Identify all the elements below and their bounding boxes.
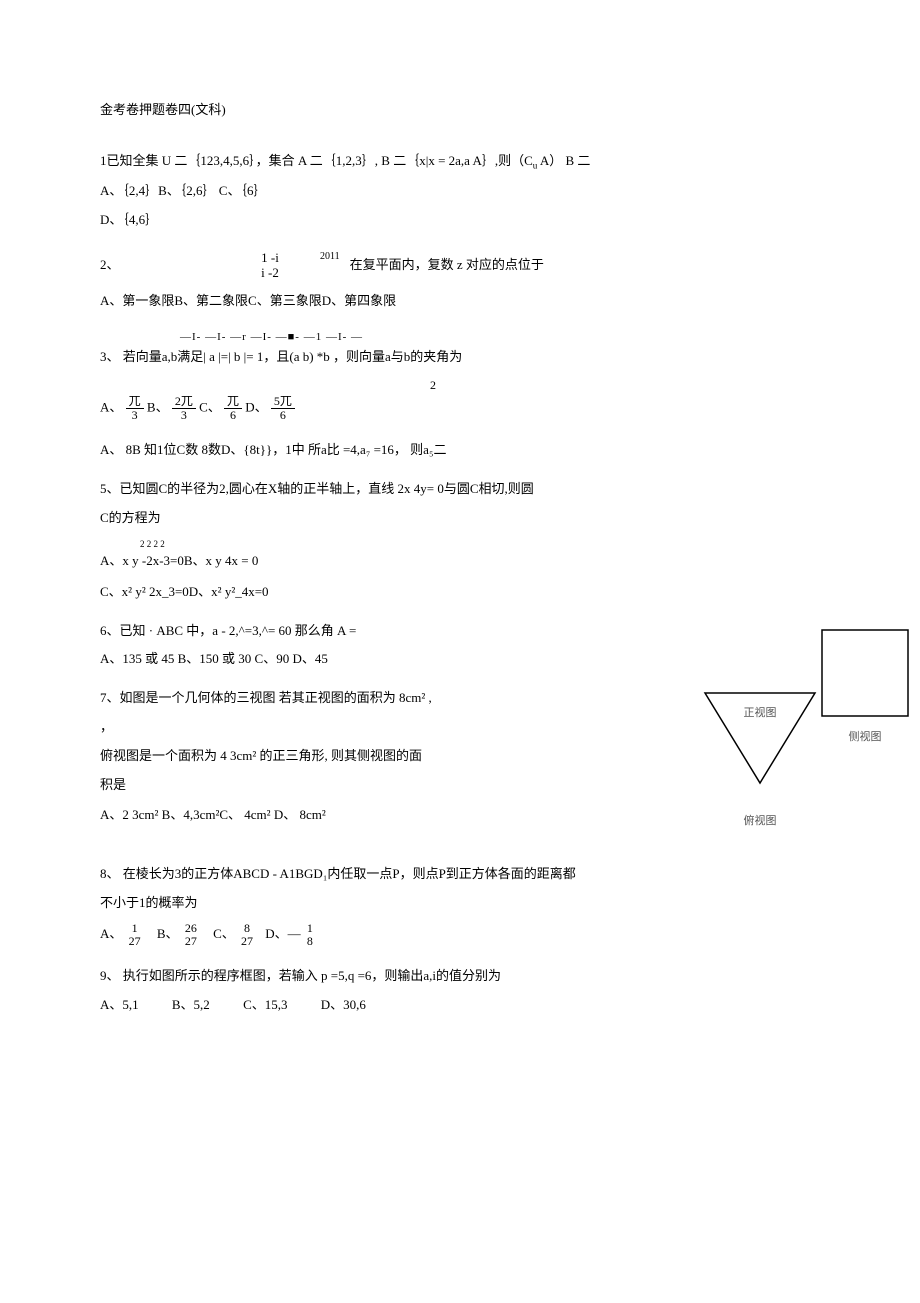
q2-frac: 1 -i i -2: [250, 251, 290, 280]
q3-stem-frac: 2: [430, 376, 820, 395]
question-1: 1已知全集 U 二｛123,4,5,6｝，集合 A 二｛1,2,3｝, B 二｛…: [100, 151, 820, 231]
q8-options: A、 127 B、 2627 C、 827 D、— 18: [100, 922, 820, 948]
q9-d: D、30,6: [321, 997, 366, 1012]
q8-f4d: 8: [304, 935, 316, 948]
q1-options-2: D、｛4,6｝: [100, 210, 820, 231]
q2-frac-top: 1 -i: [250, 251, 290, 265]
q7-text: 7、如图是一个几何体的三视图 若其正视图的面积为 8cm² , ， 俯视图是一个…: [100, 688, 680, 834]
q9-options: A、5,1 B、5,2 C、15,3 D、30,6: [100, 995, 820, 1016]
q2-prefix: 2、: [100, 255, 250, 276]
q3-f2n: 2兀: [172, 395, 196, 409]
q7-l3: 俯视图是一个面积为 4 3cm² 的正三角形, 则其侧视图的面: [100, 746, 680, 767]
q8-f2d: 27: [182, 935, 200, 948]
q8-stem-1: 8、 在棱长为3的正方体ABCD - A1BGD₁内任取一点P，则点P到正方体各…: [100, 864, 820, 885]
q7-l1: 7、如图是一个几何体的三视图 若其正视图的面积为 8cm² ,: [100, 688, 680, 709]
q8-b: B、: [157, 926, 179, 941]
q9-b: B、5,2: [172, 997, 210, 1012]
q5-exp-row: 2 2 2 2: [140, 537, 820, 551]
q3-f1d: 3: [126, 409, 144, 422]
q8-f1d: 27: [126, 935, 144, 948]
question-4: A、 8B 知1位C数 8数D、{8t}}，1中 所a比 =4,a₇ =16， …: [100, 440, 820, 461]
q4-stem: A、 8B 知1位C数 8数D、{8t}}，1中 所a比 =4,a₇ =16， …: [100, 440, 820, 461]
q7-l3b: 的正三角形, 则其侧视图的面: [256, 748, 422, 763]
q9-a: A、5,1: [100, 997, 139, 1012]
question-7: 7、如图是一个几何体的三视图 若其正视图的面积为 8cm² , ， 俯视图是一个…: [100, 688, 820, 834]
q7-l4: 积是: [100, 775, 680, 796]
q5-stem-2: C的方程为: [100, 508, 820, 529]
q5-opts-2: C、x² y² 2x_3=0D、x² y²_4x=0: [100, 582, 820, 603]
q3-stem-main: 3、 若向量a,b满足| a |=| b |= 1，且(a b) *b ，则向量…: [100, 349, 462, 364]
cap-top: 俯视图: [700, 813, 820, 831]
q3-frac-d: 5兀6: [271, 395, 295, 422]
q2-stem: 2、 1 -i i -2 2011 在复平面内，复数 z 对应的点位于: [100, 249, 820, 283]
question-3: —I- —I- —r —I- —■- —1 —I- — 3、 若向量a,b满足|…: [100, 329, 820, 422]
q8-frac-b: 2627: [182, 922, 200, 948]
q9-stem: 9、 执行如图所示的程序框图，若输入 p =5,q =6，则输出a,i的值分别为: [100, 966, 820, 987]
square-side-icon: [820, 628, 910, 718]
q1-options-1: A、｛2,4｝B、｛2,6｝ C、｛6｝: [100, 181, 820, 202]
q1-stem-suffix: A） B 二: [537, 153, 590, 168]
q3-a: A、: [100, 400, 122, 415]
q8-a: A、: [100, 926, 122, 941]
q3-frac-b: 2兀3: [172, 395, 196, 422]
q3-f3n: 兀: [224, 395, 242, 409]
question-6: 6、已知 · ABC 中，a - 2,^=3,^= 60 那么角 A = A、1…: [100, 621, 820, 671]
q2-exp: 2011: [320, 249, 340, 265]
question-5: 5、已知圆C的半径为2,圆心在X轴的正半轴上，直线 2x 4y= 0与圆C相切,…: [100, 479, 820, 603]
q8-stem-2: 不小于1的概率为: [100, 893, 820, 914]
q8-frac-c: 827: [238, 922, 256, 948]
q3-d: D、: [245, 400, 267, 415]
q3-f4d: 6: [271, 409, 295, 422]
q3-b: B、: [147, 400, 169, 415]
q2-frac-bot: i -2: [250, 266, 290, 280]
q3-f2d: 3: [172, 409, 196, 422]
q3-f4n: 5兀: [271, 395, 295, 409]
fig-front-block: 正视图 俯视图: [700, 688, 820, 830]
q3-f1n: 兀: [126, 395, 144, 409]
q1-stem-prefix: 1已知全集 U 二｛123,4,5,6｝，集合 A 二｛1,2,3｝, B 二｛…: [100, 153, 533, 168]
exam-title: 金考卷押题卷四(文科): [100, 100, 820, 121]
question-8: 8、 在棱长为3的正方体ABCD - A1BGD₁内任取一点P，则点P到正方体各…: [100, 864, 820, 948]
q8-frac-d: 18: [304, 922, 316, 948]
q8-f3d: 27: [238, 935, 256, 948]
q3-options: A、 兀3 B、 2兀3 C、 兀6 D、 5兀6: [100, 395, 820, 422]
question-9: 9、 执行如图所示的程序框图，若输入 p =5,q =6，则输出a,i的值分别为…: [100, 966, 820, 1016]
q3-stem: 3、 若向量a,b满足| a |=| b |= 1，且(a b) *b ，则向量…: [100, 347, 820, 368]
question-2: 2、 1 -i i -2 2011 在复平面内，复数 z 对应的点位于 A、第一…: [100, 249, 820, 312]
q3-frac-c: 兀6: [224, 395, 242, 422]
q6-stem: 6、已知 · ABC 中，a - 2,^=3,^= 60 那么角 A =: [100, 621, 820, 642]
q7-figures: 正视图 俯视图: [700, 688, 820, 830]
q7-l3a: 俯视图是一个面积为 4 3cm²: [100, 748, 256, 763]
q3-frac-a: 兀3: [126, 395, 144, 422]
q3-f3d: 6: [224, 409, 242, 422]
q5-stem-1: 5、已知圆C的半径为2,圆心在X轴的正半轴上，直线 2x 4y= 0与圆C相切,…: [100, 479, 820, 500]
q8-frac-a: 127: [126, 922, 144, 948]
fig-side-block: 侧视图: [820, 628, 910, 746]
q3-garble: —I- —I- —r —I- —■- —1 —I- —: [180, 329, 820, 347]
q5-opts-1: A、x y -2x-3=0B、x y 4x = 0: [100, 551, 820, 572]
q2-options: A、第一象限B、第二象限C、第三象限D、第四象限: [100, 291, 820, 312]
q7-opts: A、2 3cm² B、4,3cm²C、 4cm² D、 8cm²: [100, 805, 680, 826]
q7-l2: ，: [100, 717, 680, 738]
q1-stem: 1已知全集 U 二｛123,4,5,6｝，集合 A 二｛1,2,3｝, B 二｛…: [100, 151, 820, 173]
triangle-front-icon: [700, 688, 820, 788]
q2-suffix: 在复平面内，复数 z 对应的点位于: [350, 255, 544, 276]
q8-c: C、: [213, 926, 235, 941]
q9-c: C、15,3: [243, 997, 287, 1012]
q3-c: C、: [199, 400, 221, 415]
q6-opts: A、135 或 45 B、150 或 30 C、90 D、45: [100, 649, 820, 670]
q8-d: D、—: [265, 926, 300, 941]
cap-side: 侧视图: [820, 729, 910, 747]
